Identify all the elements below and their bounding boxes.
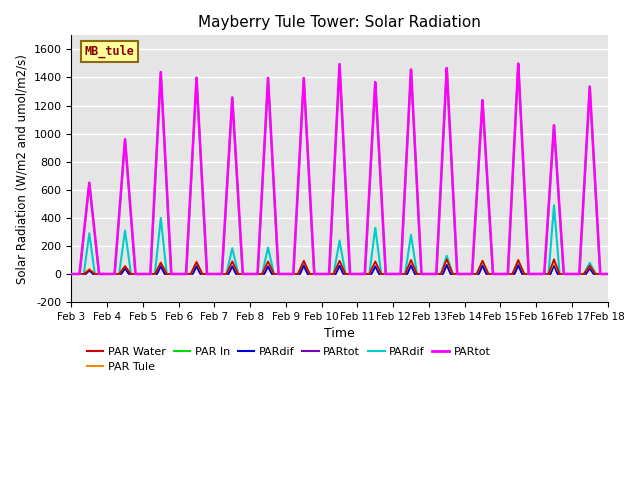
Y-axis label: Solar Radiation (W/m2 and umol/m2/s): Solar Radiation (W/m2 and umol/m2/s) [15, 54, 28, 284]
Text: MB_tule: MB_tule [85, 45, 134, 58]
Legend: PAR Water, PAR Tule, PAR In, PARdif, PARtot, PARdif, PARtot: PAR Water, PAR Tule, PAR In, PARdif, PAR… [83, 342, 495, 376]
X-axis label: Time: Time [324, 327, 355, 340]
Title: Mayberry Tule Tower: Solar Radiation: Mayberry Tule Tower: Solar Radiation [198, 15, 481, 30]
